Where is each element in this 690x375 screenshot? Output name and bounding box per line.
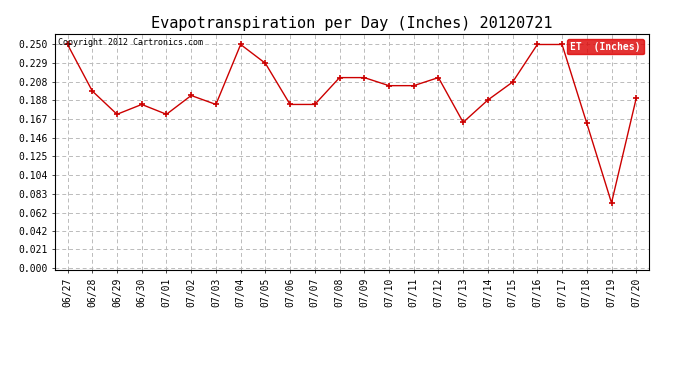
Legend: ET  (Inches): ET (Inches) xyxy=(567,39,644,54)
Text: Copyright 2012 Cartronics.com: Copyright 2012 Cartronics.com xyxy=(58,39,203,48)
Title: Evapotranspiration per Day (Inches) 20120721: Evapotranspiration per Day (Inches) 2012… xyxy=(151,16,553,31)
